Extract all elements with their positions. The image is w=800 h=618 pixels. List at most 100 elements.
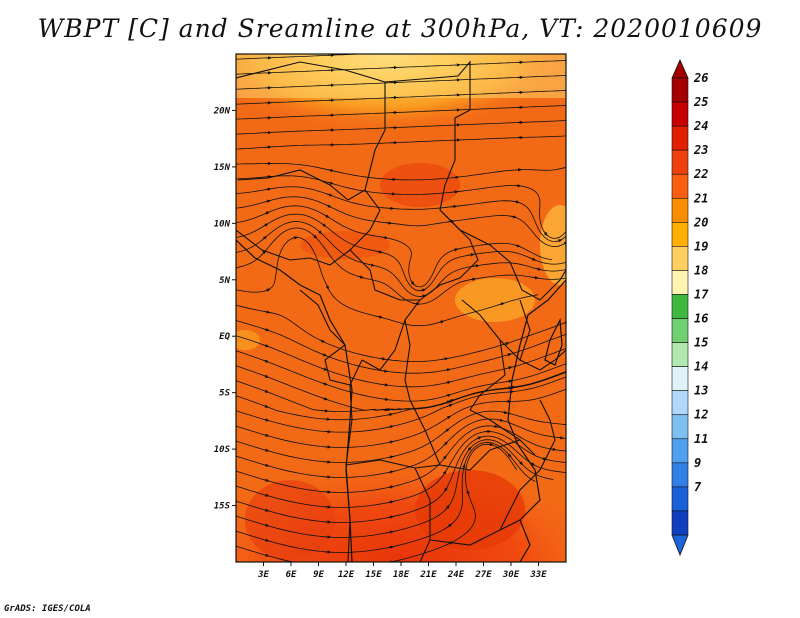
streamline-arrow: [323, 214, 330, 218]
colorbar-label: 7: [694, 480, 702, 494]
lon-tick-label: 21E: [419, 570, 437, 580]
lat-tick-label: 10N: [214, 219, 231, 229]
streamline-arrow: [442, 357, 449, 361]
colorbar-label: 21: [693, 191, 708, 205]
streamline: [236, 90, 566, 105]
streamline-arrow: [446, 523, 453, 528]
streamline: [236, 54, 369, 60]
colorbar-label: 12: [694, 408, 708, 422]
lon-tick-label: 33E: [529, 570, 547, 580]
streamline-arrow: [387, 425, 395, 429]
lat-tick-label: 15N: [214, 163, 231, 173]
streamline: [236, 186, 566, 242]
streamline-arrow: [321, 367, 328, 371]
streamline-arrow: [327, 181, 334, 185]
streamline-arrow: [263, 327, 270, 332]
streamline-arrow: [557, 436, 565, 440]
streamline-arrow: [261, 235, 268, 241]
streamline: [236, 120, 566, 135]
streamline-arrow: [419, 288, 427, 292]
streamline-arrow: [262, 404, 270, 408]
streamline-arrow: [321, 382, 328, 386]
streamline-arrow: [513, 200, 520, 204]
streamline-arrow: [506, 366, 513, 370]
colorbar-label: 15: [694, 336, 708, 350]
colorbar-swatch: [671, 366, 689, 391]
streamline-arrow: [506, 452, 512, 458]
streamline-arrow: [445, 504, 450, 511]
streamline-arrow: [501, 410, 509, 415]
streamline-arrow: [385, 221, 393, 225]
streamline-arrow: [387, 500, 395, 504]
streamline-arrow: [510, 215, 518, 219]
streamline-arrow: [262, 389, 270, 393]
streamline: [236, 443, 518, 562]
streamline-arrow: [387, 515, 395, 519]
lon-tick-label: 6E: [286, 570, 297, 580]
colorbar-swatch: [671, 149, 689, 175]
streamline-arrow: [387, 485, 395, 489]
streamline-arrow: [442, 455, 447, 461]
lon-tick-label: 18E: [393, 570, 410, 580]
streamline-arrow: [387, 440, 395, 444]
streamline-arrow: [535, 267, 542, 271]
colorbar-swatch: [671, 77, 689, 103]
colorbar-bottom-arrow: [671, 534, 689, 557]
streamline-arrow: [262, 223, 269, 227]
streamline-arrow: [468, 253, 475, 257]
streamline-arrow: [452, 248, 459, 252]
streamline-arrow: [444, 380, 452, 385]
streamline-arrow: [321, 397, 329, 401]
streamline-arrow: [385, 408, 392, 412]
streamline-arrow: [262, 359, 270, 363]
colorbar-swatch: [671, 390, 689, 416]
colorbar-swatch: [671, 222, 689, 247]
streamline-arrow: [540, 457, 548, 461]
streamline: [236, 441, 536, 553]
colorbar-label: 22: [693, 167, 708, 181]
colorbar-top-arrow: [671, 59, 689, 79]
streamline-arrow: [263, 538, 270, 542]
streamline: [236, 410, 566, 463]
colorbar-swatch: [671, 101, 689, 127]
streamline: [236, 435, 566, 523]
streamline-arrow: [379, 357, 386, 361]
streamline: [236, 213, 566, 292]
chart-title: WBPT [C] and Sreamline at 300hPa, VT: 20…: [37, 14, 763, 43]
colorbar-swatch: [671, 486, 689, 512]
colorbar-swatch: [671, 197, 689, 223]
lat-tick-label: 20N: [213, 106, 231, 116]
colorbar-label: 25: [693, 95, 708, 109]
streamline: [236, 236, 538, 327]
colorbar-swatch: [671, 414, 689, 440]
streamline-arrow: [444, 393, 452, 398]
colorbar-label: 20: [693, 215, 708, 229]
streamline: [236, 371, 566, 413]
streamline-arrow: [326, 193, 334, 197]
streamline-arrow: [466, 489, 470, 496]
streamline-arrow: [264, 310, 271, 314]
colorbar-label: 24: [693, 119, 708, 133]
streamline: [236, 304, 566, 362]
streamline-arrow: [443, 486, 448, 493]
streamline-arrow: [368, 263, 376, 267]
colorbar-swatch: [671, 438, 689, 464]
streamline: [236, 350, 566, 402]
lon-axis: 3E 6E 9E 12E 15E 18E 21E 24E 27E 30E 33E: [257, 562, 547, 580]
streamline-arrow: [381, 369, 389, 373]
streamline: [236, 425, 566, 493]
streamline-arrow: [505, 353, 513, 357]
colorbar-label: 18: [694, 263, 708, 277]
streamline-arrow: [263, 418, 270, 422]
streamline-arrow: [263, 508, 270, 512]
lon-tick-label: 15E: [365, 570, 382, 580]
colorbar-swatch: [671, 462, 689, 488]
streamline-arrow: [386, 412, 394, 417]
colorbar-swatch: [671, 318, 689, 343]
streamline-arrow: [382, 397, 390, 401]
colorbar-label: 16: [694, 312, 708, 326]
streamline-arrow: [325, 283, 329, 290]
streamline-arrow: [320, 222, 327, 227]
streamline-arrow: [543, 230, 548, 237]
